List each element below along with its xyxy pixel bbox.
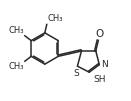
Text: O: O bbox=[95, 29, 103, 39]
Text: CH₃: CH₃ bbox=[9, 26, 24, 35]
Text: CH₃: CH₃ bbox=[9, 62, 24, 71]
Text: S: S bbox=[74, 69, 80, 78]
Text: N: N bbox=[101, 60, 108, 69]
Text: SH: SH bbox=[93, 75, 106, 84]
Text: CH₃: CH₃ bbox=[47, 14, 63, 23]
